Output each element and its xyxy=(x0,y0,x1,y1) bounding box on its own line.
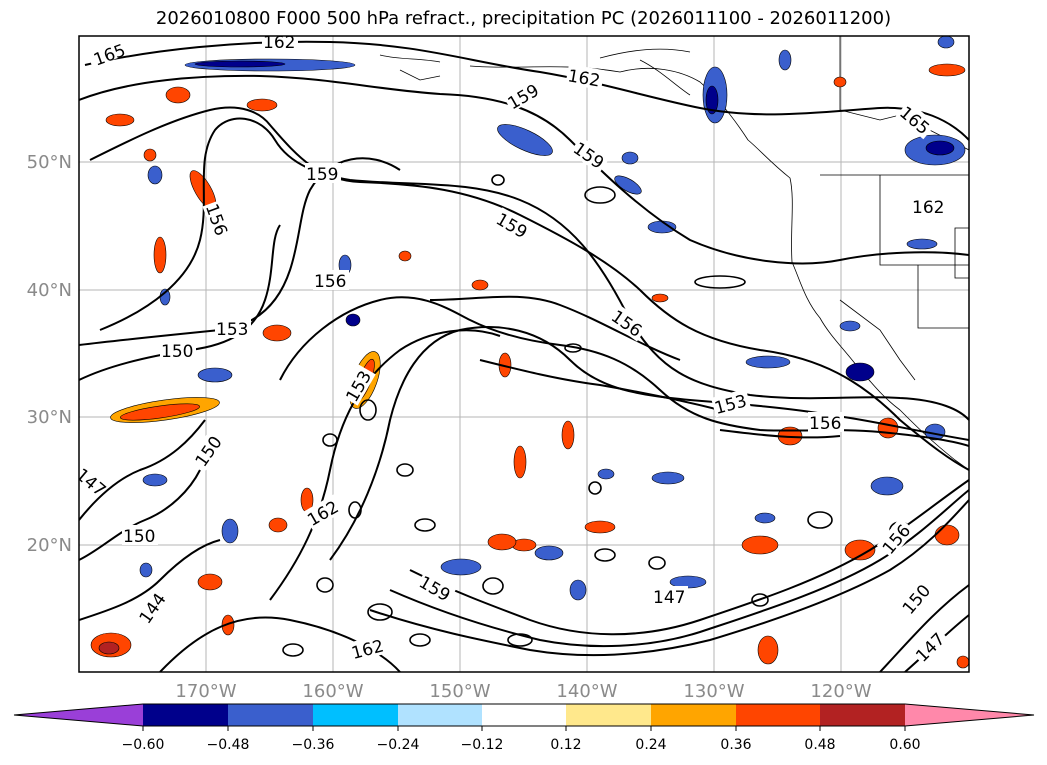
colorbar-swatch xyxy=(313,704,398,726)
colorbar-tick-label: −0.60 xyxy=(122,737,165,753)
coastlines xyxy=(379,36,969,471)
contour-label: 147 xyxy=(653,588,685,608)
map-title: 2026010800 F000 500 hPa refract., precip… xyxy=(155,8,892,29)
contour-label: 150 xyxy=(123,527,155,547)
lat-label: 50°N xyxy=(27,152,72,173)
colorbar-tick-label: 0.48 xyxy=(804,737,835,753)
lon-label: 130°W xyxy=(683,681,744,702)
colorbar-tick-label: 0.36 xyxy=(720,737,751,753)
colorbar-extend-left xyxy=(14,704,143,726)
colorbar-tick-label: −0.36 xyxy=(292,737,335,753)
colorbar-tick-label: −0.24 xyxy=(377,737,420,753)
lon-label: 160°W xyxy=(302,681,363,702)
colorbar-swatch xyxy=(651,704,736,726)
lon-label: 120°W xyxy=(810,681,871,702)
lat-label: 30°N xyxy=(27,407,72,428)
map-frame xyxy=(78,35,970,673)
colorbar-swatch xyxy=(228,704,313,726)
colorbar-swatch xyxy=(820,704,905,726)
lon-label: 140°W xyxy=(556,681,617,702)
lat-label: 40°N xyxy=(27,280,72,301)
colorbar-swatch xyxy=(566,704,651,726)
colorbar-tick-label: 0.60 xyxy=(889,737,920,753)
contour-label: 162 xyxy=(912,198,944,218)
colorbar-tick-label: 0.12 xyxy=(550,737,581,753)
colorbar-swatch xyxy=(143,704,228,726)
colorbar-extend-right xyxy=(905,704,1034,726)
contour-label: 156 xyxy=(809,414,841,434)
contour-label: 150 xyxy=(161,342,193,362)
contour-label: 153 xyxy=(216,320,248,340)
contour-label: 162 xyxy=(263,33,295,53)
colorbar-tick-label: −0.12 xyxy=(461,737,504,753)
lat-label: 20°N xyxy=(27,535,72,556)
contour-label: 159 xyxy=(306,165,338,185)
lat-labels: 50°N 40°N 30°N 20°N xyxy=(27,152,72,556)
lon-label: 170°W xyxy=(175,681,236,702)
colorbar-swatch xyxy=(482,704,566,726)
colorbar-tick-label: −0.48 xyxy=(207,737,250,753)
colorbar: −0.60 −0.48 −0.36 −0.24 −0.12 0.12 0.24 … xyxy=(13,703,1035,753)
colorbar-swatch xyxy=(736,704,820,726)
lon-label: 150°W xyxy=(429,681,490,702)
contour-label: 156 xyxy=(314,272,346,292)
lon-labels: 170°W 160°W 150°W 140°W 130°W 120°W xyxy=(175,681,871,702)
colorbar-tick-label: 0.24 xyxy=(635,737,666,753)
colorbar-swatch xyxy=(398,704,482,726)
precip-shading xyxy=(90,36,969,669)
